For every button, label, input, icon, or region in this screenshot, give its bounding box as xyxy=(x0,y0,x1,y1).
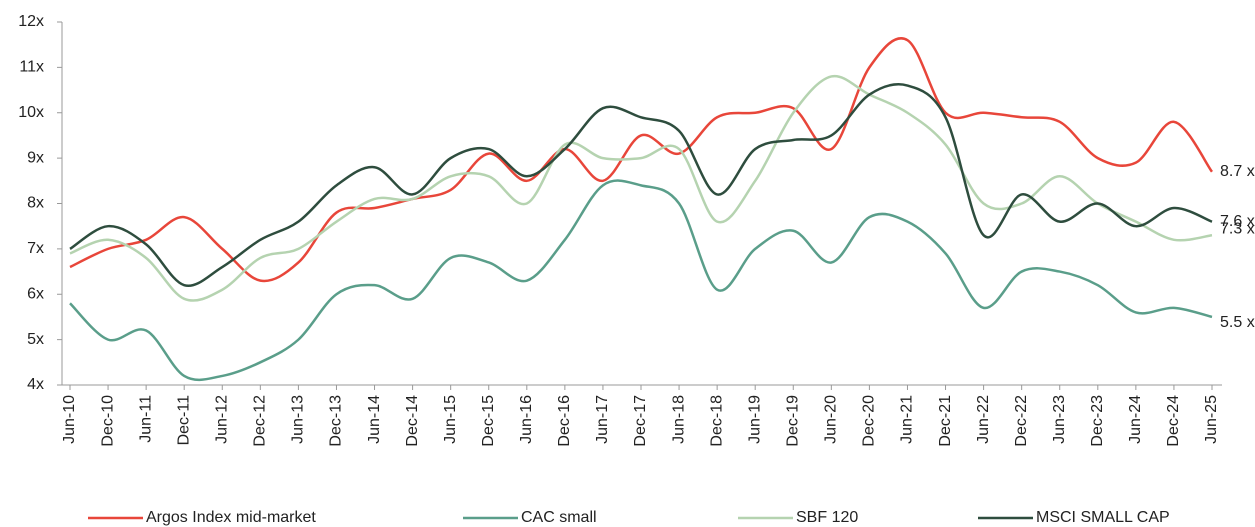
y-tick-label: 4x xyxy=(27,376,44,393)
x-tick-label: Jun-12 xyxy=(213,395,230,444)
y-tick-label: 7x xyxy=(27,240,44,257)
end-label: 7.6 x xyxy=(1220,213,1255,230)
x-tick-label: Jun-10 xyxy=(61,395,78,444)
x-tick-label: Jun-23 xyxy=(1051,395,1068,444)
x-tick-label: Dec-18 xyxy=(708,395,725,447)
x-tick-label: Jun-16 xyxy=(518,395,535,444)
x-tick-label: Dec-15 xyxy=(480,395,497,447)
end-label: 5.5 x xyxy=(1220,314,1255,331)
x-tick-label: Dec-24 xyxy=(1165,395,1182,447)
x-tick-label: Dec-16 xyxy=(556,395,573,447)
legend-label: SBF 120 xyxy=(796,509,858,526)
x-tick-label: Dec-23 xyxy=(1089,395,1106,447)
x-tick-label: Jun-22 xyxy=(975,395,992,444)
x-tick-label: Dec-14 xyxy=(404,395,421,447)
end-label: 7.3 x xyxy=(1220,220,1255,237)
legend-label: CAC small xyxy=(521,509,597,526)
x-tick-label: Dec-12 xyxy=(252,395,269,447)
y-tick-label: 8x xyxy=(27,195,44,212)
x-tick-label: Jun-25 xyxy=(1203,395,1220,444)
x-tick-label: Dec-10 xyxy=(99,395,116,447)
series-line xyxy=(69,179,1213,382)
x-tick-label: Jun-19 xyxy=(746,395,763,444)
x-tick-label: Jun-24 xyxy=(1127,395,1144,444)
end-label: 8.7 x xyxy=(1220,163,1255,180)
y-tick-label: 10x xyxy=(18,104,44,121)
x-tick-label: Dec-19 xyxy=(784,395,801,447)
x-tick-label: Jun-14 xyxy=(366,395,383,444)
x-tick-label: Jun-18 xyxy=(670,395,687,444)
series-line xyxy=(69,74,1213,302)
x-tick-label: Dec-21 xyxy=(937,395,954,447)
y-tick-label: 12x xyxy=(18,13,44,30)
legend-label: Argos Index mid-market xyxy=(146,509,316,526)
series-line xyxy=(69,82,1213,288)
x-tick-label: Dec-22 xyxy=(1013,395,1030,447)
x-tick-label: Dec-20 xyxy=(861,395,878,447)
x-tick-label: Dec-17 xyxy=(632,395,649,447)
y-tick-label: 5x xyxy=(27,331,44,348)
x-tick-label: Jun-11 xyxy=(137,395,154,443)
x-tick-label: Jun-17 xyxy=(594,395,611,444)
y-tick-label: 9x xyxy=(27,149,44,166)
legend-label: MSCI SMALL CAP xyxy=(1036,509,1170,526)
series-line xyxy=(69,37,1214,283)
y-tick-label: 6x xyxy=(27,285,44,302)
y-tick-label: 11x xyxy=(19,59,44,76)
x-tick-label: Dec-13 xyxy=(328,395,345,447)
x-tick-label: Jun-15 xyxy=(442,395,459,444)
x-tick-label: Jun-20 xyxy=(823,395,840,444)
x-tick-label: Jun-21 xyxy=(899,395,916,444)
x-tick-label: Dec-11 xyxy=(175,395,192,445)
x-tick-label: Jun-13 xyxy=(290,395,307,444)
